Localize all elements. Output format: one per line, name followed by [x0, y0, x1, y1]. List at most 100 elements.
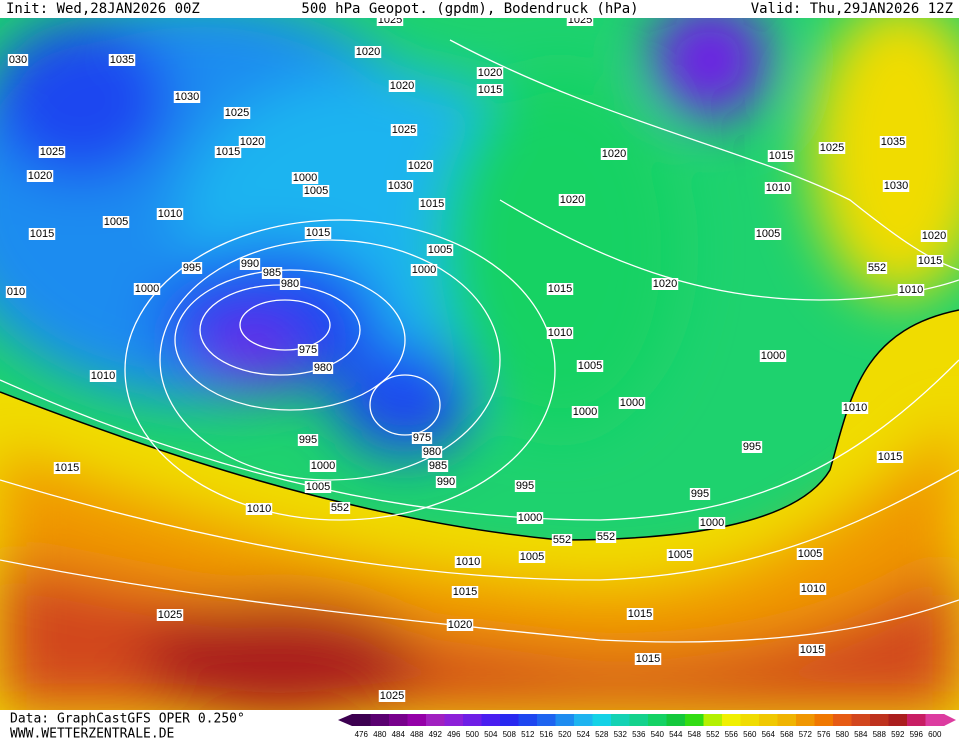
isobar-label: 1005 — [756, 228, 780, 240]
isobar-label: 010 — [7, 286, 25, 298]
isobar-label: 1020 — [408, 160, 432, 172]
colorbar-label: 576 — [817, 730, 831, 739]
isobar-label-bg — [156, 208, 184, 220]
isobar-label: 1025 — [820, 142, 844, 154]
colorbar-box — [777, 714, 797, 726]
isobar-label-bg — [386, 180, 414, 192]
isobar-label: 030 — [9, 54, 27, 66]
colorbar-label: 520 — [558, 730, 572, 739]
isobar-label: 1010 — [158, 208, 182, 220]
isobar-label: 1005 — [304, 185, 328, 197]
isobar-label-bg — [634, 653, 662, 665]
isobar-label-bg — [421, 446, 443, 458]
colorbar-label: 596 — [910, 730, 924, 739]
isobar-label-bg — [302, 185, 330, 197]
colorbar-label: 548 — [688, 730, 702, 739]
isobar-label-bg — [595, 531, 617, 543]
isobar-label-bg — [312, 362, 334, 374]
colorbar-box — [703, 714, 723, 726]
colorbar-box — [537, 714, 556, 726]
isobar-label: 980 — [314, 362, 332, 374]
isobar-label-bg — [920, 230, 948, 242]
isobar-label-bg — [798, 644, 826, 656]
isobar-label-bg — [841, 402, 869, 414]
colorbar-arrow-right — [944, 714, 956, 726]
isobar-label-bg — [223, 107, 251, 119]
colorbar-label: 488 — [410, 730, 424, 739]
isobar-label-bg — [600, 148, 628, 160]
isobar-label: 1010 — [801, 583, 825, 595]
isobar-label-bg — [866, 262, 888, 274]
isobar-label-bg — [239, 258, 261, 270]
isobar-label: 1015 — [55, 462, 79, 474]
isobar-label: 1010 — [456, 556, 480, 568]
colorbar-label: 556 — [725, 730, 739, 739]
isobar-label-bg — [754, 228, 782, 240]
colorbar-box — [500, 714, 519, 726]
colorbar-label: 600 — [928, 730, 942, 739]
isobar-label: 985 — [429, 460, 447, 472]
isobar-label: 1005 — [306, 481, 330, 493]
isobar-label: 1015 — [306, 227, 330, 239]
isobar-label-bg — [390, 124, 418, 136]
colorbar-box — [592, 714, 612, 726]
isobar-label: 975 — [413, 432, 431, 444]
isobar-label-bg — [7, 54, 29, 66]
isobar-label-bg — [418, 198, 446, 210]
colorbar-label: 500 — [466, 730, 480, 739]
isobar-label-bg — [5, 286, 27, 298]
colorbar-box — [888, 714, 908, 726]
colorbar-box — [370, 714, 390, 726]
isobar-label-bg — [546, 327, 574, 339]
isobar-label: 1020 — [478, 67, 502, 79]
colorbar-label: 480 — [373, 730, 387, 739]
isobar-label-bg — [173, 91, 201, 103]
site: WWW.WETTERZENTRALE.DE — [10, 727, 174, 741]
isobar-label-bg — [378, 690, 406, 702]
colorbar-label: 512 — [521, 730, 535, 739]
colorbar-label: 544 — [669, 730, 683, 739]
isobar-label: 1015 — [628, 608, 652, 620]
isobar-label: 1020 — [922, 230, 946, 242]
colorbar-label: 528 — [595, 730, 609, 739]
header-band — [0, 0, 959, 18]
colorbar-box — [685, 714, 704, 726]
isobar-label: 1010 — [91, 370, 115, 382]
isobar-label: 985 — [263, 267, 281, 279]
data-source: Data: GraphCastGFS OPER 0.250° — [10, 712, 245, 727]
colorbar-label: 508 — [503, 730, 517, 739]
colorbar-label: 560 — [743, 730, 757, 739]
isobar-label: 1020 — [28, 170, 52, 182]
isobar-label: 1000 — [761, 350, 785, 362]
isobar-label: 1020 — [653, 278, 677, 290]
isobar-label-bg — [156, 609, 184, 621]
colorbar-box — [833, 714, 852, 726]
colorbar-box — [648, 714, 667, 726]
colorbar-label: 592 — [891, 730, 905, 739]
isobar-label-bg — [876, 451, 904, 463]
isobar-label: 990 — [437, 476, 455, 488]
isobar-label: 1015 — [918, 255, 942, 267]
isobar-label: 1015 — [769, 150, 793, 162]
colorbar-box — [481, 714, 501, 726]
isobar-label: 975 — [299, 344, 317, 356]
isobar-label: 1030 — [175, 91, 199, 103]
isobar-label-bg — [181, 262, 203, 274]
isobar-label: 1010 — [247, 503, 271, 515]
isobar-label-bg — [796, 548, 824, 560]
isobar-label: 1015 — [453, 586, 477, 598]
colorbar-label: 572 — [799, 730, 813, 739]
isobar-label: 995 — [743, 441, 761, 453]
colorbar-box — [463, 714, 482, 726]
isobar-label: 980 — [281, 278, 299, 290]
isobar-label-bg — [518, 551, 546, 563]
colorbar-box — [759, 714, 778, 726]
isobar-label-bg — [618, 397, 646, 409]
isobar-label: 552 — [868, 262, 886, 274]
isobar-label-bg — [410, 264, 438, 276]
isobar-label-bg — [411, 432, 433, 444]
isobar-label-bg — [514, 480, 536, 492]
isobar-label-bg — [571, 406, 599, 418]
isobar-label: 1000 — [311, 460, 335, 472]
